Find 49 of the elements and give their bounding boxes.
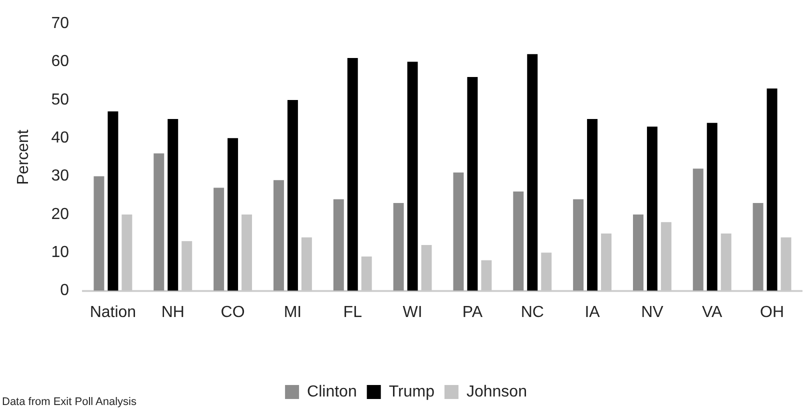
bar <box>646 126 658 291</box>
x-tick-label: NV <box>641 304 664 321</box>
bar <box>154 153 164 291</box>
x-tick-label: FL <box>343 304 362 321</box>
bar <box>228 138 238 291</box>
bar <box>287 100 298 291</box>
bar <box>706 122 718 291</box>
x-tick-label: Nation <box>90 304 136 321</box>
bar <box>573 199 584 291</box>
x-tick-label: OH <box>760 304 784 321</box>
x-tick-label: IA <box>584 304 600 321</box>
bar <box>453 172 464 291</box>
x-tick-label: PA <box>462 304 483 321</box>
bar <box>527 54 538 291</box>
bar <box>273 180 284 291</box>
bar <box>214 188 224 291</box>
y-tick-label: 10 <box>51 244 70 262</box>
bar <box>94 176 104 291</box>
y-tick-label: 70 <box>51 15 70 32</box>
bar <box>752 203 764 291</box>
bar <box>333 199 344 291</box>
legend-label: Johnson <box>466 383 527 400</box>
y-tick-label: 40 <box>51 130 70 147</box>
bar <box>108 111 118 291</box>
y-tick-label: 30 <box>51 168 70 185</box>
bar <box>587 119 598 291</box>
bar <box>168 119 178 291</box>
legend-label: Trump <box>388 383 435 400</box>
bar <box>467 77 478 291</box>
text: Data from Exit Poll Analysis <box>2 396 136 408</box>
bar <box>692 168 704 291</box>
x-tick-label: VA <box>702 304 723 321</box>
y-tick-label: 50 <box>51 91 70 108</box>
x-tick-label: MI <box>284 304 302 321</box>
y-tick-label: 0 <box>60 282 70 300</box>
y-axis-title: Percent <box>15 129 32 185</box>
y-tick-label: 20 <box>51 206 70 223</box>
legend-label: Clinton <box>307 383 357 400</box>
bar <box>393 203 404 291</box>
bar <box>407 62 418 291</box>
x-tick-label: CO <box>220 304 245 321</box>
x-tick-label: WI <box>402 304 422 321</box>
bar <box>766 88 778 291</box>
x-tick-label: NC <box>520 304 544 321</box>
x-tick-label: NH <box>161 304 184 321</box>
bar <box>632 214 644 291</box>
y-tick-label: 60 <box>51 53 70 70</box>
bar <box>513 192 524 291</box>
bar <box>347 58 358 291</box>
